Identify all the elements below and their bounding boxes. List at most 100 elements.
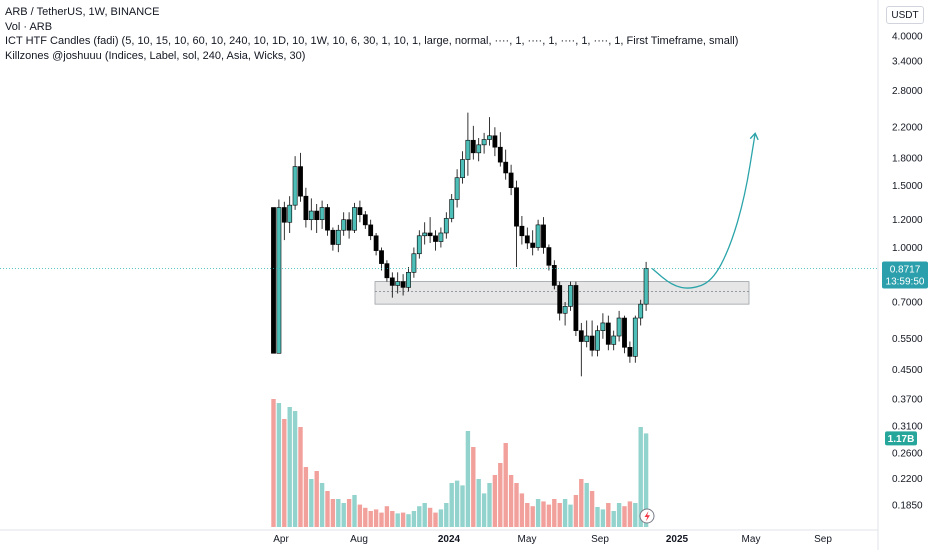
- candle: [271, 207, 276, 354]
- candle: [481, 132, 487, 154]
- candle: [395, 272, 401, 294]
- candle: [389, 272, 395, 298]
- volume-bar: [454, 480, 460, 527]
- candle-body-up: [632, 317, 638, 357]
- volume-bar: [627, 501, 633, 527]
- candle-body-down: [281, 207, 287, 223]
- volume-bar: [546, 504, 552, 527]
- currency-selector-button[interactable]: USDT: [886, 6, 924, 24]
- candle-body-down: [384, 263, 390, 279]
- volume-bar: [589, 491, 595, 527]
- candle-body-up: [395, 281, 401, 286]
- candle: [416, 230, 422, 259]
- legend-symbol: ARB / TetherUS, 1W, BINANCE: [5, 6, 160, 18]
- candle-body-up: [584, 335, 590, 342]
- candle: [508, 164, 514, 196]
- candle: [298, 152, 303, 202]
- candle-body-up: [611, 335, 617, 345]
- volume-bar: [508, 475, 514, 527]
- candle: [406, 267, 411, 292]
- candle-body-down: [368, 224, 374, 237]
- volume-bar: [309, 479, 314, 527]
- candle: [600, 313, 606, 339]
- candle-body-up: [287, 204, 293, 223]
- volume-bar: [303, 467, 309, 527]
- price-tick-label: 3.4000: [892, 56, 923, 67]
- volume-bar: [422, 503, 427, 527]
- candle: [346, 212, 352, 239]
- candle: [546, 244, 552, 271]
- candle: [487, 117, 492, 146]
- last-price-tag-bg: [882, 261, 928, 289]
- volume-bar: [314, 471, 319, 527]
- candle: [535, 219, 541, 251]
- projection-arrow[interactable]: [651, 132, 759, 289]
- candle: [605, 315, 611, 351]
- volume-bar: [417, 506, 422, 527]
- candle: [584, 320, 590, 348]
- candle: [589, 320, 595, 357]
- volume-bar: [552, 499, 557, 527]
- candle-body-down: [503, 161, 509, 174]
- candle: [427, 217, 433, 244]
- volume-tag-bg: [885, 431, 917, 446]
- candle: [341, 212, 347, 236]
- volume-bar: [406, 514, 411, 527]
- volume-bar: [438, 509, 444, 527]
- candle: [595, 325, 600, 357]
- volume-bar: [541, 501, 546, 527]
- candle: [449, 194, 455, 223]
- volume-bar: [292, 411, 298, 527]
- volume-bar: [595, 507, 600, 527]
- candle: [433, 230, 438, 251]
- candle-body-up: [595, 330, 600, 351]
- candle: [460, 151, 465, 184]
- candle-body-down: [524, 235, 530, 244]
- legend-ict-indicator: ICT HTF Candles (fadi) (5, 10, 15, 10, 6…: [5, 35, 739, 47]
- volume-bar: [276, 403, 282, 527]
- volume-bar: [433, 512, 438, 527]
- candle: [470, 125, 476, 160]
- candle-body-down: [589, 335, 595, 351]
- candle: [465, 112, 471, 176]
- candle: [373, 232, 379, 256]
- candle: [578, 322, 584, 377]
- price-tick-label: 0.3100: [892, 422, 923, 433]
- candle-body-down: [508, 172, 514, 189]
- volume-bar: [519, 493, 525, 527]
- candle-body-up: [292, 166, 298, 206]
- candle: [357, 200, 363, 223]
- lightning-icon[interactable]: [639, 508, 655, 524]
- candle-body-up: [276, 207, 282, 354]
- candle-body-up: [335, 229, 341, 245]
- volume-bar: [584, 483, 589, 527]
- volume-bar: [287, 407, 292, 527]
- candle-body-up: [319, 207, 325, 221]
- volume-bar: [487, 483, 492, 527]
- candle-body-down: [497, 146, 503, 163]
- candle: [627, 341, 633, 363]
- volume-bar: [514, 483, 519, 527]
- volume-tag: 1.17B: [885, 431, 917, 446]
- candle: [281, 201, 287, 241]
- volume-bar: [606, 503, 611, 527]
- candle-body-down: [546, 247, 552, 266]
- candle-body-up: [562, 306, 568, 314]
- volume-bar: [325, 491, 330, 527]
- price-tick-label: 2.2000: [892, 123, 923, 134]
- candle-body-down: [427, 232, 433, 237]
- volume-bar: [525, 503, 530, 527]
- price-tick-label: 0.2600: [892, 449, 923, 460]
- candle: [519, 215, 525, 245]
- candle: [454, 169, 460, 208]
- candle-body-up: [406, 272, 411, 288]
- volume-bar: [616, 503, 622, 527]
- volume-bar: [395, 513, 400, 527]
- price-tick-label: 0.4500: [892, 365, 923, 376]
- volume-bar: [600, 509, 606, 527]
- candle: [292, 156, 298, 210]
- candle-body-down: [530, 242, 536, 248]
- candle: [551, 260, 557, 290]
- candle: [541, 217, 546, 254]
